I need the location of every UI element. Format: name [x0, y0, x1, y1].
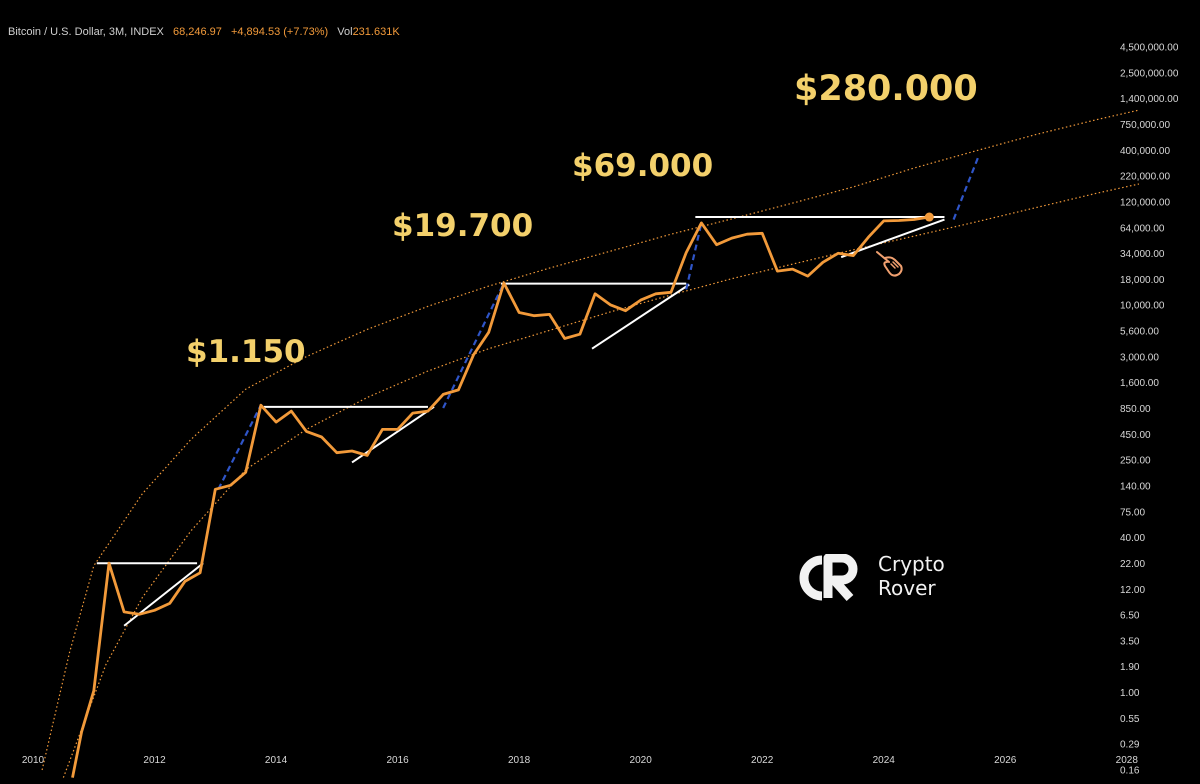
- crypto-rover-logo-icon: [799, 554, 858, 601]
- y-tick-label: 220,000.00: [1120, 172, 1170, 183]
- symbol-label: Bitcoin / U.S. Dollar, 3M, INDEX: [8, 26, 164, 38]
- y-tick-label: 22.00: [1120, 559, 1145, 570]
- trend-line: [351, 406, 435, 464]
- band-upper-curve: [41, 109, 1140, 771]
- y-tick-label: 75.00: [1120, 507, 1145, 518]
- y-axis[interactable]: 4,500,000.00 2,500,000.00 1,400,000.00 750,…: [1120, 43, 1179, 777]
- projection-line: [952, 157, 979, 220]
- x-tick-label: 2012: [143, 755, 166, 766]
- y-tick-label: 850.00: [1120, 404, 1151, 415]
- y-tick-label: 450.00: [1120, 430, 1151, 441]
- x-tick-label: 2020: [630, 755, 653, 766]
- y-tick-label: 750,000.00: [1120, 120, 1170, 131]
- y-tick-label: 250.00: [1120, 456, 1151, 467]
- y-tick-label: 6.50: [1120, 611, 1140, 622]
- y-tick-label: 4,500,000.00: [1120, 43, 1179, 54]
- projection-line: [442, 282, 505, 409]
- x-tick-label: 2022: [751, 755, 774, 766]
- last-price-point: [924, 212, 934, 222]
- y-tick-label: 0.16: [1120, 766, 1140, 777]
- y-tick-label: 140.00: [1120, 481, 1151, 492]
- y-tick-label: 1,400,000.00: [1120, 94, 1179, 105]
- growth-band: [41, 109, 1140, 778]
- change-value: +4,894.53 (+7.73%): [230, 26, 329, 38]
- x-tick-label: 2024: [873, 755, 896, 766]
- trend-line: [591, 283, 690, 350]
- chart-header: Bitcoin / U.S. Dollar, 3M, INDEX 68,246.…: [8, 26, 400, 38]
- peak-label: $280.000: [794, 69, 978, 109]
- x-tick-label: 2018: [508, 755, 531, 766]
- x-tick-label: 2026: [994, 755, 1017, 766]
- peak-label: $69.000: [572, 148, 713, 184]
- watermark-text: Crypto Rover: [878, 552, 945, 600]
- price-series: [71, 212, 934, 778]
- y-tick-label: 2,500,000.00: [1120, 68, 1179, 79]
- x-tick-label: 2016: [386, 755, 409, 766]
- volume-value: 231.631K: [352, 26, 400, 38]
- y-tick-label: 120,000.00: [1120, 197, 1170, 208]
- y-tick-label: 18,000.00: [1120, 275, 1165, 286]
- x-tick-label: 2028: [1116, 755, 1139, 766]
- crypto-rover-watermark: Crypto Rover: [794, 550, 964, 606]
- y-tick-label: 34,000.00: [1120, 249, 1165, 260]
- projection-lines: [217, 157, 979, 490]
- price-value: 68,246.97: [172, 26, 222, 38]
- watermark-line1: Crypto: [878, 552, 945, 576]
- watermark-line2: Rover: [878, 576, 936, 600]
- pointing-hand-icon: [876, 251, 903, 277]
- y-tick-label: 0.29: [1120, 740, 1140, 751]
- volume-label: Vol: [337, 26, 353, 38]
- y-tick-label: 400,000.00: [1120, 146, 1170, 157]
- y-tick-label: 3,000.00: [1120, 352, 1159, 363]
- y-tick-label: 40.00: [1120, 533, 1145, 544]
- x-tick-label: 2010: [22, 755, 45, 766]
- trend-line: [123, 562, 204, 627]
- y-tick-label: 12.00: [1120, 585, 1145, 596]
- peak-labels: $1.150 $19.700 $69.000 $280.000: [186, 69, 978, 370]
- x-axis[interactable]: 2010 2012 2014 2016 2018 2020 2022 2024 2026 2028: [22, 755, 1138, 766]
- y-tick-label: 1.90: [1120, 662, 1140, 673]
- projection-line: [217, 404, 262, 490]
- peak-label: $1.150: [186, 334, 306, 370]
- band-lower-curve: [62, 183, 1140, 778]
- trend-lines: [96, 216, 945, 627]
- y-tick-label: 1,600.00: [1120, 378, 1159, 389]
- y-tick-label: 5,600.00: [1120, 327, 1159, 338]
- y-tick-label: 3.50: [1120, 636, 1140, 647]
- y-tick-label: 0.55: [1120, 714, 1140, 725]
- price-line: [71, 215, 930, 778]
- x-tick-label: 2014: [265, 755, 288, 766]
- y-tick-label: 64,000.00: [1120, 223, 1165, 234]
- peak-label: $19.700: [392, 208, 533, 244]
- projection-line: [685, 222, 703, 290]
- y-tick-label: 1.00: [1120, 688, 1140, 699]
- y-tick-label: 10,000.00: [1120, 301, 1165, 312]
